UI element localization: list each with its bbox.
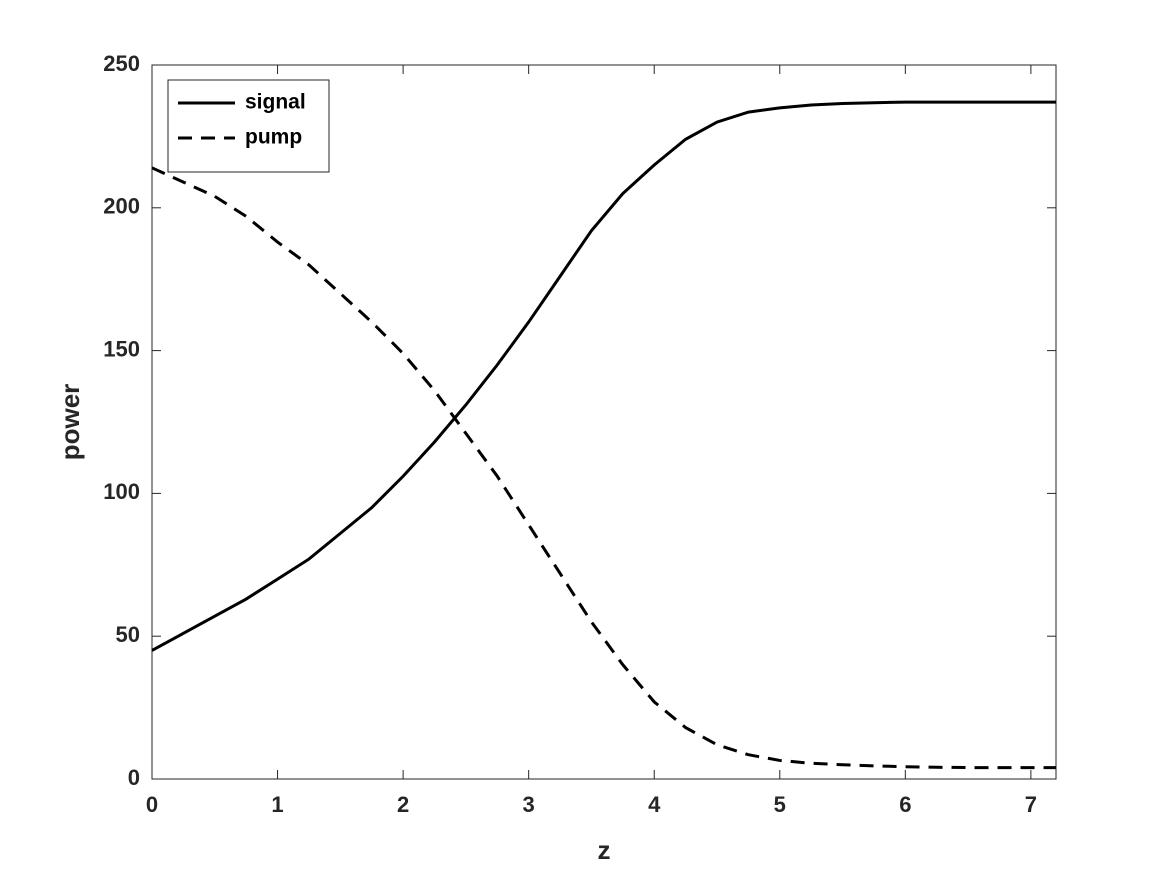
x-tick-label: 6	[899, 792, 911, 817]
x-tick-label: 4	[648, 792, 661, 817]
legend-label: pump	[245, 126, 302, 149]
x-tick-label: 7	[1025, 792, 1037, 817]
y-tick-label: 200	[103, 194, 140, 219]
series-line	[151, 100, 1056, 652]
y-tick-label: 250	[103, 51, 140, 76]
y-tick-label: 100	[103, 479, 140, 504]
x-axis-label: z	[598, 835, 611, 865]
x-tick-label: 5	[774, 792, 786, 817]
legend-box	[167, 79, 330, 173]
y-tick-label: 0	[128, 765, 140, 790]
x-tick-label: 1	[271, 792, 283, 817]
y-tick-label: 50	[116, 622, 140, 647]
series-line	[151, 166, 1056, 770]
y-tick-label: 150	[103, 336, 140, 361]
legend-label: signal	[245, 91, 306, 114]
x-tick-label: 2	[397, 792, 409, 817]
x-tick-label: 0	[146, 792, 158, 817]
plot-area	[151, 64, 1057, 780]
x-tick-label: 3	[523, 792, 535, 817]
y-axis-label: power	[55, 384, 85, 461]
